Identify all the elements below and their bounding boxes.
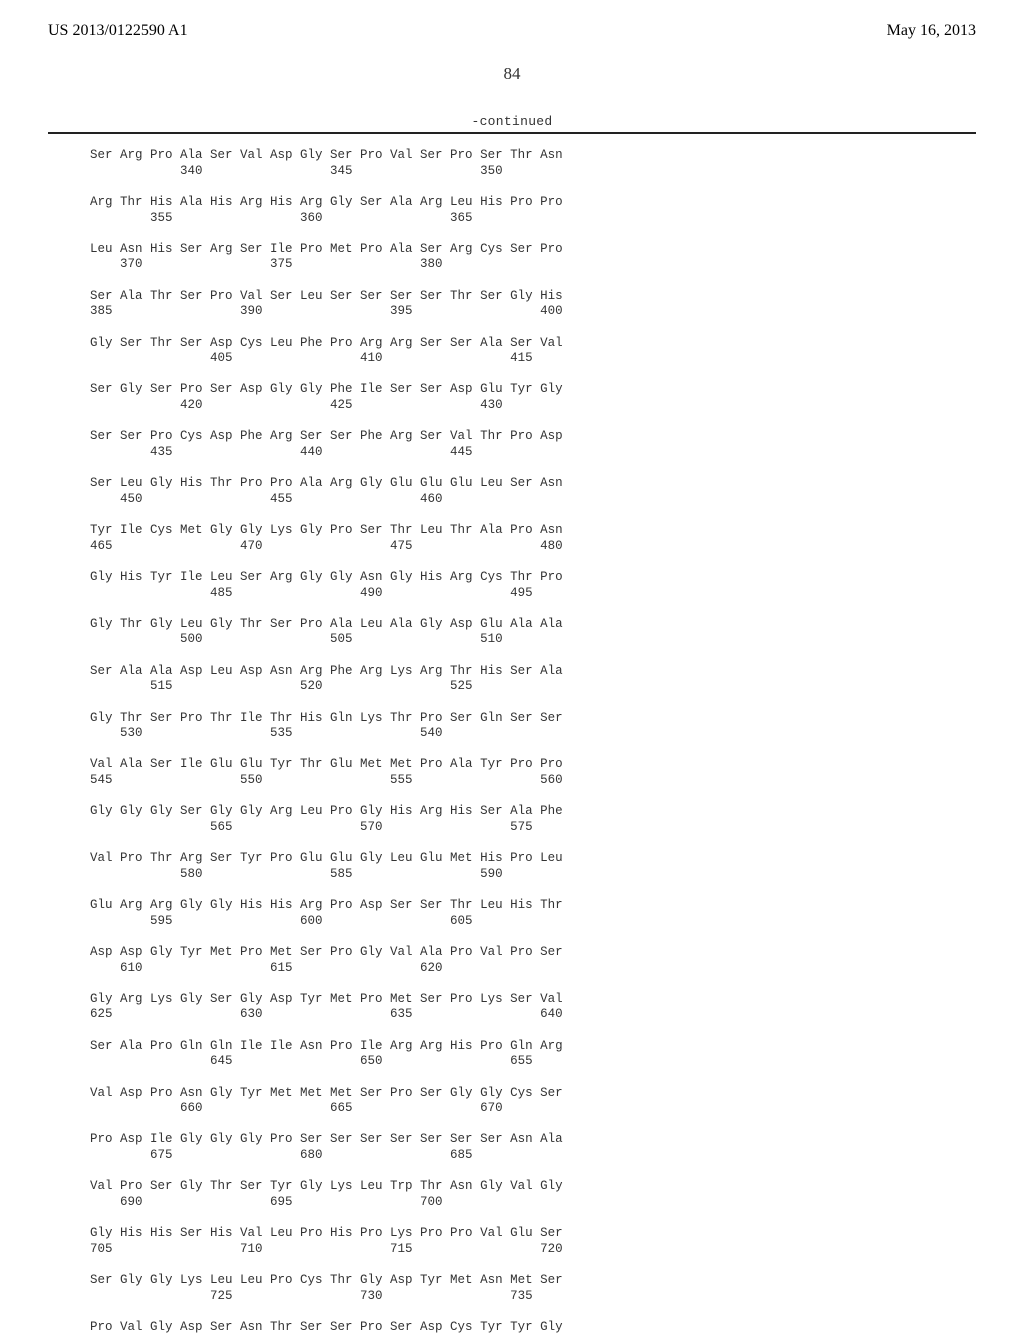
continued-label: -continued [0, 114, 1024, 129]
page-number: 84 [0, 64, 1024, 84]
publication-date: May 16, 2013 [887, 22, 976, 40]
publication-number: US 2013/0122590 A1 [48, 22, 188, 40]
separator-bar [48, 132, 976, 134]
page-header: US 2013/0122590 A1 May 16, 2013 [0, 0, 1024, 40]
sequence-listing: Ser Arg Pro Ala Ser Val Asp Gly Ser Pro … [90, 148, 1024, 1336]
